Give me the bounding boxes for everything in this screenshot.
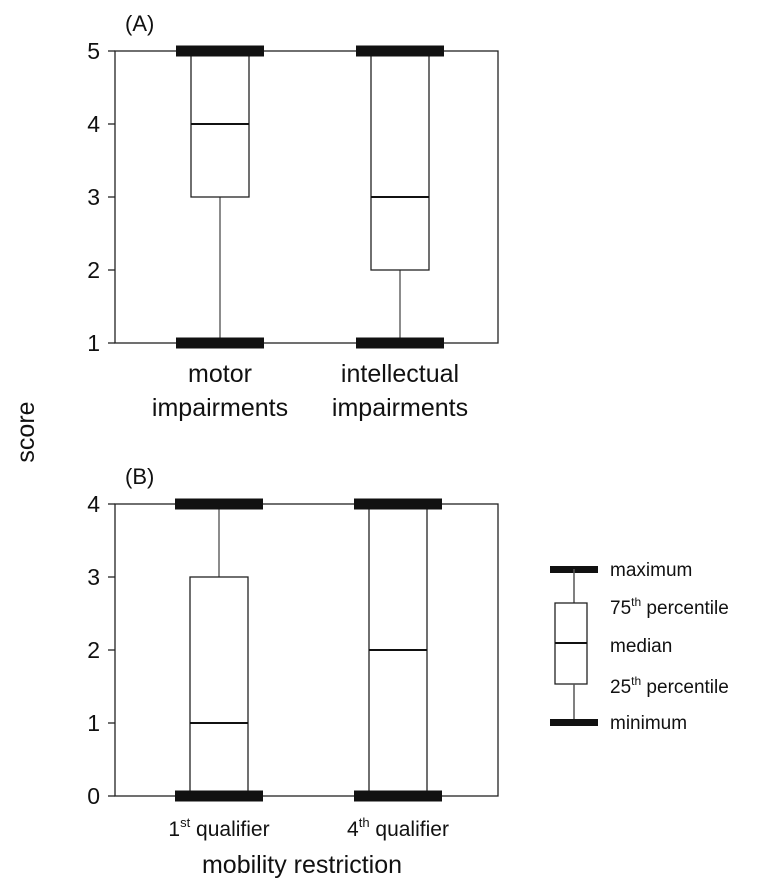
max-bar (356, 45, 444, 57)
panel-b-frame (114, 503, 499, 797)
x-axis-label: mobility restriction (202, 851, 402, 879)
panel-b: (B) 0 1 2 3 4 1st qualifier 4th qualifier mo… (87, 464, 499, 879)
panel-a: (A) 1 2 3 4 5 motor impairments intellectual… (87, 11, 499, 422)
panel-a-frame (114, 50, 499, 344)
y-axis-label: score (12, 401, 40, 462)
legend: maximum 75th percentile median 25th perc… (550, 560, 729, 734)
legend-label-75th: 75th percentile (610, 595, 729, 619)
y-tick-label: 0 (87, 783, 100, 809)
y-tick-label: 1 (87, 710, 100, 736)
legend-label-median: median (610, 636, 672, 657)
y-tick-label: 4 (87, 491, 100, 517)
x-tick-label: 4th qualifier (347, 815, 449, 841)
box (370, 50, 430, 271)
panel-b-y-ticks: 0 1 2 3 4 (87, 491, 115, 809)
panel-b-boxes (175, 498, 442, 802)
min-bar (354, 790, 442, 802)
x-tick-label: intellectual (341, 360, 459, 388)
legend-label-maximum: maximum (610, 560, 692, 581)
y-tick-label: 5 (87, 38, 100, 64)
x-tick-label: 1st qualifier (168, 815, 269, 841)
panel-b-label: (B) (125, 464, 154, 489)
max-bar (176, 45, 264, 57)
x-tick-label: impairments (152, 394, 288, 422)
x-tick-label: impairments (332, 394, 468, 422)
panel-a-boxes (176, 45, 444, 349)
max-bar (175, 498, 263, 510)
legend-label-minimum: minimum (610, 713, 687, 734)
min-bar (175, 790, 263, 802)
y-tick-label: 2 (87, 257, 100, 283)
y-tick-label: 3 (87, 184, 100, 210)
y-tick-label: 4 (87, 111, 100, 137)
min-bar (356, 337, 444, 349)
y-tick-label: 2 (87, 637, 100, 663)
y-tick-label: 1 (87, 330, 100, 356)
panel-a-x-tick-labels: motor impairments intellectual impairmen… (152, 360, 468, 422)
max-bar (354, 498, 442, 510)
legend-min-bar (550, 719, 598, 726)
panel-b-x-tick-labels: 1st qualifier 4th qualifier (168, 815, 449, 841)
box (189, 576, 249, 797)
legend-label-25th: 25th percentile (610, 674, 729, 698)
panel-a-y-ticks: 1 2 3 4 5 (87, 38, 115, 356)
y-tick-label: 3 (87, 564, 100, 590)
panel-a-label: (A) (125, 11, 154, 36)
min-bar (176, 337, 264, 349)
x-tick-label: motor (188, 360, 252, 388)
